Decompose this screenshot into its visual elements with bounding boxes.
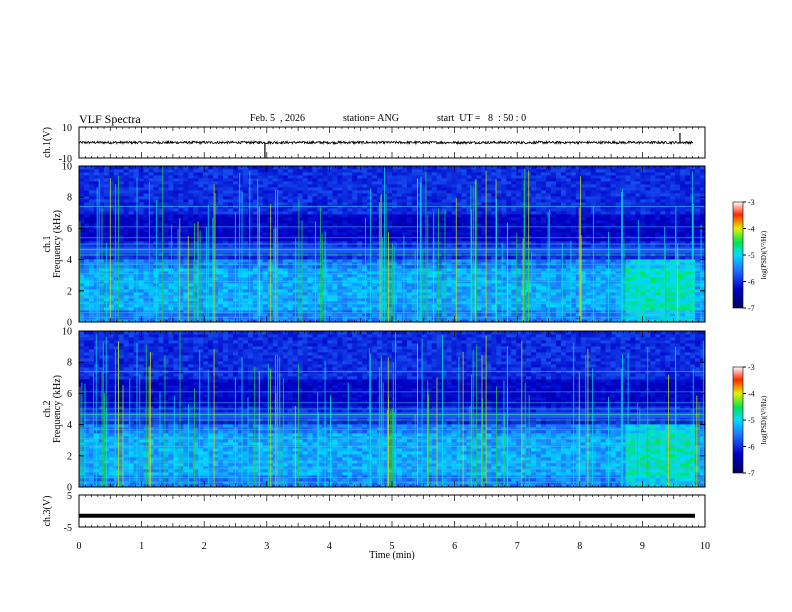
ch2-spec-colorbar — [732, 366, 744, 474]
xtick-label: 2 — [202, 541, 207, 552]
ch3-wave-ylabel: ch.3(V) — [42, 496, 53, 527]
ch1-spec-ytick-label: 10 — [62, 162, 72, 173]
xtick-label: 7 — [515, 541, 520, 552]
ch1-spec-ylabel: ch.1 — [42, 236, 53, 253]
ch1-spec-ytick-label: 2 — [67, 286, 72, 297]
ch1-spec-colorbar-tick-label: -7 — [748, 304, 755, 313]
ch2-spec-ylabel: Frequency (kHz) — [52, 375, 63, 443]
ch3-wave-ytick-label: -5 — [64, 523, 72, 534]
xtick-label: 10 — [700, 541, 710, 552]
ch2-spec-ytick-label: 2 — [67, 451, 72, 462]
ch1-spec-colorbar-tick-label: -3 — [748, 198, 755, 207]
xtick-label: 8 — [577, 541, 582, 552]
ch1-spec-colorbar — [732, 201, 744, 309]
ch1-spec-colorbar-tick-label: -5 — [748, 251, 755, 260]
ch1-wave-trace — [78, 139, 694, 146]
ch2-spec-ytick-label: 4 — [67, 420, 72, 431]
ch2-spec-colorbar-label: log(PSD)(V²/Hz) — [760, 395, 768, 444]
ch2-spec-ytick-label: 8 — [67, 358, 72, 369]
ch2-spec-heatmap — [79, 331, 706, 488]
ch1-spec-colorbar-label: log(PSD)(V²/Hz) — [760, 230, 768, 279]
ch1-spec-heatmap — [79, 166, 706, 323]
xtick-label: 5 — [390, 541, 395, 552]
xtick-label: 1 — [139, 541, 144, 552]
xtick-label: 3 — [264, 541, 269, 552]
ch1-spec-ytick-label: 6 — [67, 224, 72, 235]
ch1-spec-ytick-label: 4 — [67, 255, 72, 266]
ch1-spec-colorbar-tick-label: -4 — [748, 225, 755, 234]
ch2-spec-colorbar-tick-label: -7 — [748, 469, 755, 478]
station-label: station= ANG — [343, 113, 399, 124]
chart-title: VLF Spectra — [79, 112, 141, 126]
ch1-wave-ytick-label: -10 — [59, 154, 72, 165]
xtick-label: 9 — [640, 541, 645, 552]
ch1-spec-ytick-label: 0 — [67, 318, 72, 329]
ch1-wave-ylabel: ch.1(V) — [42, 127, 53, 158]
ch1-wave-ytick-label: 10 — [62, 123, 72, 134]
ch2-spec-ytick-label: 6 — [67, 389, 72, 400]
ch2-spec-colorbar-tick-label: -6 — [748, 443, 755, 452]
ch2-spec-colorbar-tick-label: -3 — [748, 363, 755, 372]
date-label: Feb. 5 , 2026 — [250, 113, 305, 124]
xaxis-label: Time (min) — [369, 550, 414, 561]
start-time-label: start UT = 8 : 50 : 0 — [437, 113, 527, 124]
ch1-spec-ytick-label: 8 — [67, 193, 72, 204]
ch1-spec-ylabel: Frequency (kHz) — [52, 210, 63, 278]
xtick-label: 4 — [327, 541, 332, 552]
ch3-wave-ytick-label: 5 — [67, 491, 72, 502]
ch1-spec-colorbar-tick-label: -6 — [748, 278, 755, 287]
ch2-spec-ytick-label: 10 — [62, 327, 72, 338]
xtick-label: 6 — [452, 541, 457, 552]
ch2-spec-ylabel: ch.2 — [42, 401, 53, 418]
ch2-spec-colorbar-tick-label: -5 — [748, 416, 755, 425]
ch2-spec-colorbar-tick-label: -4 — [748, 390, 755, 399]
ch2-spec-ytick-label: 0 — [67, 483, 72, 494]
xtick-label: 0 — [77, 541, 82, 552]
